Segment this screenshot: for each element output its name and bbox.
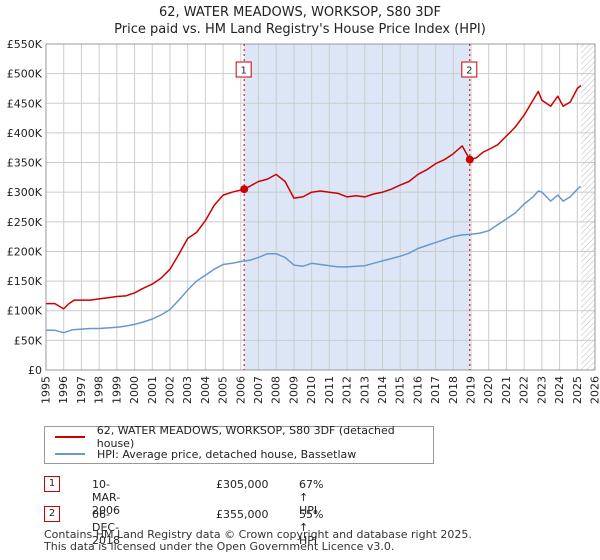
x-tick-label: 2024 — [553, 376, 566, 404]
x-tick-label: 2026 — [589, 376, 600, 404]
x-tick-label: 1998 — [93, 376, 106, 404]
chart-title: 62, WATER MEADOWS, WORKSOP, S80 3DF — [158, 5, 441, 20]
legend-item-property: 62, WATER MEADOWS, WORKSOP, S80 3DF (det… — [55, 424, 433, 450]
x-tick-label: 2011 — [323, 376, 336, 404]
plot-frame — [45, 43, 596, 371]
y-tick-label: £250K — [7, 216, 43, 229]
sale-number-badge: 1 — [44, 476, 60, 492]
x-tick-label: 1995 — [40, 376, 53, 404]
hpi-line — [46, 185, 582, 334]
x-tick-label: 2016 — [411, 376, 424, 404]
sale-date: 10-MAR-2006 — [92, 478, 121, 517]
y-tick-label: £350K — [7, 157, 43, 170]
sale-marker-label: 2 — [466, 66, 472, 77]
y-tick-label: £100K — [7, 305, 43, 318]
legend-swatch-property — [55, 436, 85, 438]
x-tick-label: 2025 — [571, 376, 584, 404]
x-tick-label: 2023 — [535, 376, 548, 404]
y-tick-label: £300K — [7, 186, 43, 199]
chart-legend: 62, WATER MEADOWS, WORKSOP, S80 3DF (det… — [44, 424, 434, 464]
sale-point — [240, 185, 249, 194]
sale-marker-box — [235, 61, 252, 78]
y-tick-label: £550K — [7, 38, 43, 51]
x-tick-label: 2021 — [500, 376, 513, 404]
y-tick-label: £50K — [14, 334, 43, 347]
x-tick-label: 2003 — [181, 376, 194, 404]
footer-copyright: Contains HM Land Registry data © Crown c… — [44, 528, 472, 541]
legend-label-hpi: HPI: Average price, detached house, Bass… — [97, 447, 357, 461]
y-tick-label: £150K — [7, 275, 43, 288]
chart-subtitle: Price paid vs. HM Land Registry's House … — [114, 22, 486, 37]
y-tick-label: £450K — [7, 97, 43, 110]
x-tick-label: 2000 — [128, 376, 141, 404]
x-tick-label: 1996 — [57, 376, 70, 404]
sale-price: £355,000 — [216, 508, 269, 521]
x-tick-label: 2013 — [358, 376, 371, 404]
x-tick-label: 2005 — [217, 376, 230, 404]
x-tick-label: 2018 — [447, 376, 460, 404]
y-tick-label: £400K — [7, 127, 43, 140]
x-tick-label: 2006 — [234, 376, 247, 404]
footer-licence: This data is licensed under the Open Gov… — [44, 540, 395, 553]
legend-item-hpi: HPI: Average price, detached house, Bass… — [55, 446, 356, 462]
sale-price: £305,000 — [216, 478, 269, 491]
x-tick-label: 2014 — [376, 376, 389, 404]
x-tick-label: 2022 — [518, 376, 531, 404]
sale-marker-box — [461, 61, 478, 78]
x-tick-label: 2007 — [252, 376, 265, 404]
sale-date: 06-DEC-2018 — [92, 508, 120, 547]
sale-period-shade — [244, 44, 470, 370]
x-tick-label: 1999 — [110, 376, 123, 404]
sale-number-badge: 2 — [44, 506, 60, 522]
x-tick-label: 2017 — [429, 376, 442, 404]
y-tick-label: £200K — [7, 245, 43, 258]
sale-marker-label: 1 — [240, 66, 246, 77]
footer-attribution: Contains HM Land Registry data © Crown c… — [44, 529, 472, 553]
x-tick-label: 2010 — [305, 376, 318, 404]
x-tick-label: 2001 — [146, 376, 159, 404]
x-tick-label: 2004 — [199, 376, 212, 404]
x-tick-label: 2008 — [270, 376, 283, 404]
sale-hpi-change: 67% ↑ HPI — [299, 478, 324, 517]
x-tick-label: 2012 — [341, 376, 354, 404]
x-tick-label: 1997 — [75, 376, 88, 404]
y-tick-label: £0 — [28, 364, 42, 377]
property-price-line — [46, 84, 582, 310]
x-tick-label: 2009 — [287, 376, 300, 404]
x-tick-label: 2020 — [482, 376, 495, 404]
sale-hpi-change: 55% ↑ HPI — [299, 508, 324, 547]
sale-point — [465, 155, 474, 164]
x-tick-label: 2019 — [465, 376, 478, 404]
x-tick-label: 2002 — [163, 376, 176, 404]
legend-label-property: 62, WATER MEADOWS, WORKSOP, S80 3DF (det… — [96, 424, 395, 450]
forecast-hatch — [580, 44, 595, 370]
y-tick-label: £500K — [7, 68, 43, 81]
legend-swatch-hpi — [55, 453, 85, 455]
x-tick-label: 2015 — [394, 376, 407, 404]
price-chart: £0 £50K £100K £150K £200K £250K £300K £350K £400… — [7, 38, 600, 404]
